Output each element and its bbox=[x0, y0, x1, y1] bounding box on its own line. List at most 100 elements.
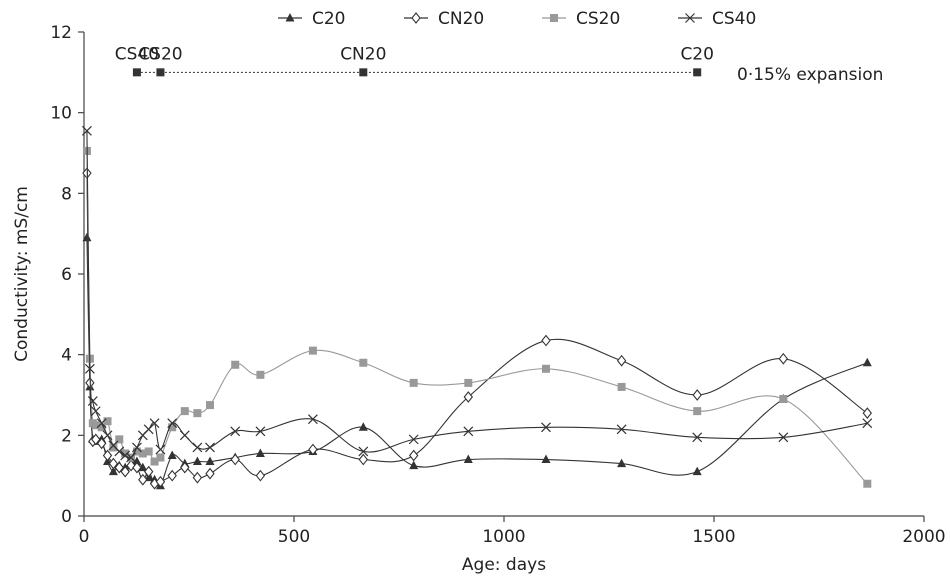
data-point-cs40 bbox=[120, 450, 131, 461]
legend: C20 CN20 CS20 CS40 bbox=[278, 9, 756, 29]
data-point-cs40 bbox=[778, 432, 789, 443]
data-point-cs40 bbox=[463, 426, 474, 437]
data-point-cs40 bbox=[862, 418, 873, 429]
data-point-cn20 bbox=[155, 475, 166, 488]
data-point-cs40 bbox=[692, 432, 703, 443]
x-ticks: 0 500 1000 1500 2000 bbox=[79, 516, 946, 547]
series-line-c20 bbox=[86, 237, 868, 488]
series-cs20 bbox=[82, 146, 872, 488]
legend-item-cs20: CS20 bbox=[542, 9, 620, 29]
data-point-cs20 bbox=[138, 449, 147, 458]
y-tick-label: 12 bbox=[50, 23, 72, 43]
data-point-cn20 bbox=[167, 469, 177, 482]
x-tick-label: 0 bbox=[79, 527, 90, 547]
expansion-marker-label: CS20 bbox=[138, 44, 182, 64]
data-point-cn20 bbox=[255, 469, 266, 482]
data-point-cs20 bbox=[779, 395, 788, 404]
data-point-c20 bbox=[255, 448, 265, 457]
expansion-marker bbox=[156, 68, 165, 77]
data-point-cs40 bbox=[96, 418, 107, 429]
data-point-c20 bbox=[463, 454, 473, 464]
data-point-cn20 bbox=[102, 449, 113, 462]
x-tick-label: 2000 bbox=[902, 527, 945, 547]
data-point-c20 bbox=[541, 454, 551, 464]
data-point-cs40 bbox=[87, 396, 98, 406]
legend-marker-cn20 bbox=[411, 12, 421, 24]
data-point-c20 bbox=[205, 456, 215, 466]
data-point-cn20 bbox=[120, 465, 130, 478]
data-point-cs40 bbox=[167, 418, 178, 429]
data-point-cs20 bbox=[193, 409, 202, 418]
series-layer bbox=[82, 125, 873, 490]
data-point-cs40 bbox=[179, 430, 190, 441]
legend-marker-c20 bbox=[285, 13, 295, 22]
data-point-cs20 bbox=[256, 370, 265, 379]
data-point-cs20 bbox=[121, 449, 130, 458]
data-point-cn20 bbox=[541, 334, 551, 347]
data-point-cs20 bbox=[359, 358, 368, 367]
data-point-cs40 bbox=[307, 414, 318, 425]
data-point-cs40 bbox=[255, 426, 266, 437]
legend-label-cn20: CN20 bbox=[438, 9, 484, 29]
data-point-cn20 bbox=[616, 354, 627, 367]
y-ticks: 0 2 4 6 8 10 12 bbox=[50, 23, 84, 527]
legend-item-c20: C20 bbox=[278, 9, 346, 29]
data-point-cs40 bbox=[230, 426, 241, 437]
data-point-cs20 bbox=[308, 346, 317, 355]
data-point-cs40 bbox=[149, 418, 160, 429]
y-tick-label: 0 bbox=[61, 507, 72, 527]
data-point-cs20 bbox=[464, 378, 473, 387]
expansion-marker-label: CS40 bbox=[115, 44, 159, 64]
data-point-cn20 bbox=[138, 473, 148, 486]
data-point-cs20 bbox=[542, 364, 550, 373]
data-point-cs20 bbox=[617, 382, 626, 391]
expansion-label: 0·15% expansion bbox=[737, 65, 883, 85]
y-tick-label: 6 bbox=[61, 265, 72, 285]
data-point-cs20 bbox=[132, 447, 141, 456]
axes: 0 2 4 6 8 10 12 0 500 1000 1500 2000 Age: days Con… bbox=[12, 23, 946, 575]
series-line-cn20 bbox=[86, 173, 868, 485]
data-point-cs40 bbox=[90, 406, 101, 417]
data-point-c20 bbox=[192, 456, 202, 466]
data-point-cs40 bbox=[131, 442, 142, 453]
data-point-cn20 bbox=[692, 389, 702, 401]
expansion-marker bbox=[693, 68, 702, 77]
data-point-cs20 bbox=[156, 453, 165, 462]
y-tick-label: 10 bbox=[50, 104, 72, 124]
data-point-cs20 bbox=[109, 443, 118, 452]
series-line-cs40 bbox=[86, 130, 868, 459]
data-point-cs40 bbox=[155, 444, 166, 455]
series-line-cs20 bbox=[86, 150, 868, 485]
data-point-cn20 bbox=[308, 443, 318, 456]
data-point-cn20 bbox=[108, 457, 119, 470]
data-point-c20 bbox=[692, 466, 702, 476]
legend-label-cs20: CS20 bbox=[576, 9, 620, 29]
data-point-c20 bbox=[138, 462, 148, 472]
data-point-cs20 bbox=[863, 479, 872, 488]
data-point-cn20 bbox=[192, 471, 203, 484]
data-point-cn20 bbox=[132, 461, 142, 474]
data-point-cn20 bbox=[96, 437, 107, 450]
data-point-cn20 bbox=[180, 461, 190, 474]
data-point-cs40 bbox=[408, 434, 419, 445]
x-axis-title: Age: days bbox=[462, 555, 546, 575]
data-point-cs40 bbox=[192, 442, 203, 453]
series-cs40 bbox=[82, 125, 873, 463]
data-point-cn20 bbox=[778, 352, 789, 365]
data-point-cs40 bbox=[616, 424, 627, 435]
data-point-c20 bbox=[108, 466, 118, 476]
expansion-marker-label: C20 bbox=[680, 44, 714, 64]
data-point-cs40 bbox=[114, 446, 125, 457]
data-point-cn20 bbox=[114, 461, 124, 474]
y-tick-label: 4 bbox=[61, 346, 72, 366]
legend-item-cs40: CS40 bbox=[678, 9, 756, 29]
legend-item-cn20: CN20 bbox=[404, 9, 484, 29]
data-point-cs20 bbox=[103, 417, 112, 426]
data-point-c20 bbox=[409, 460, 419, 470]
data-point-cs40 bbox=[358, 446, 369, 457]
data-point-c20 bbox=[167, 450, 177, 459]
data-point-cs20 bbox=[409, 378, 418, 387]
data-point-cs40 bbox=[102, 430, 113, 441]
